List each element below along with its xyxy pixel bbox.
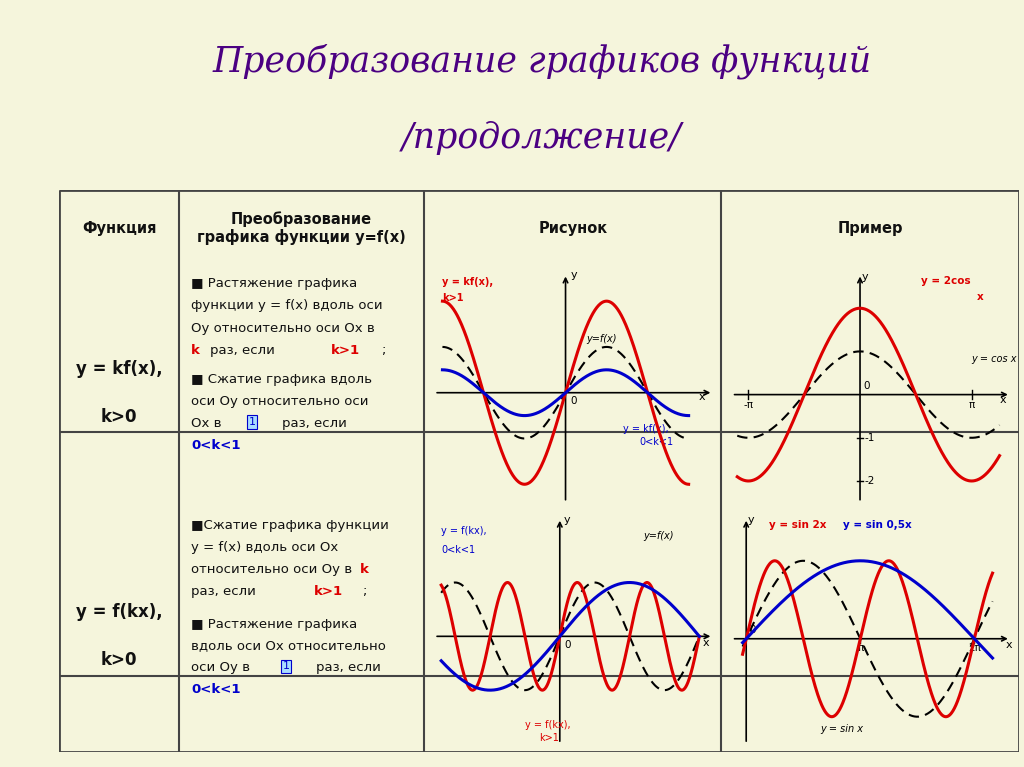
Text: y: y — [748, 515, 755, 525]
Text: x: x — [1006, 640, 1012, 650]
Text: оси Оу в: оси Оу в — [191, 661, 250, 674]
Text: π: π — [857, 644, 863, 653]
Text: 0<k<1: 0<k<1 — [639, 437, 674, 447]
Text: y=f(x): y=f(x) — [586, 334, 616, 344]
Text: y = f(kx),: y = f(kx), — [441, 526, 486, 536]
Text: π: π — [969, 400, 975, 410]
Text: y = 2cos: y = 2cos — [922, 276, 971, 287]
Text: y: y — [862, 272, 868, 282]
Text: k>1: k>1 — [442, 293, 464, 303]
Text: y = sin x: y = sin x — [820, 724, 863, 734]
Text: -π: -π — [743, 400, 754, 410]
Text: y=f(x): y=f(x) — [643, 532, 674, 542]
Text: y = f(kx),: y = f(kx), — [76, 603, 163, 621]
Text: Оу относительно оси Ох в: Оу относительно оси Ох в — [191, 321, 375, 334]
Text: 1: 1 — [249, 417, 256, 427]
Text: Преобразование
графика функции y=f(x): Преобразование графика функции y=f(x) — [198, 211, 407, 245]
Text: ■ Сжатие графика вдоль: ■ Сжатие графика вдоль — [191, 373, 372, 386]
Text: k>1: k>1 — [331, 344, 359, 357]
Text: Рисунок: Рисунок — [539, 221, 607, 235]
Text: y = sin 2x: y = sin 2x — [769, 520, 826, 530]
Text: 0: 0 — [570, 396, 577, 407]
Text: 0<k<1: 0<k<1 — [191, 683, 241, 696]
Text: 1: 1 — [283, 661, 290, 671]
Text: k: k — [359, 563, 369, 576]
Text: ■ Растяжение графика: ■ Растяжение графика — [191, 617, 357, 630]
Text: оси Оу относительно оси: оси Оу относительно оси — [191, 395, 369, 408]
Text: ■Сжатие графика функции: ■Сжатие графика функции — [191, 519, 389, 532]
Text: y: y — [564, 515, 570, 525]
Text: -2: -2 — [864, 476, 874, 486]
Text: функции y = f(x) вдоль оси: функции y = f(x) вдоль оси — [191, 299, 383, 312]
Text: раз, если: раз, если — [316, 661, 381, 674]
Text: 0: 0 — [750, 624, 756, 634]
Text: k>1: k>1 — [539, 733, 559, 743]
Text: Преобразование графиков функций: Преобразование графиков функций — [212, 44, 871, 80]
Text: Функция: Функция — [82, 221, 157, 235]
Text: относительно оси Оу в: относительно оси Оу в — [191, 563, 352, 576]
Text: раз, если: раз, если — [283, 417, 355, 430]
Text: вдоль оси Ох относительно: вдоль оси Ох относительно — [191, 640, 386, 653]
Text: y = kf(x),: y = kf(x), — [442, 277, 494, 287]
Text: ;: ; — [361, 584, 367, 597]
Text: 0: 0 — [564, 640, 570, 650]
Text: 0<k<1: 0<k<1 — [441, 545, 475, 555]
Text: y = kf(x),: y = kf(x), — [76, 360, 163, 378]
Text: 2π: 2π — [968, 644, 981, 653]
Text: y = f(kx),: y = f(kx), — [525, 720, 570, 730]
Text: /продолжение/: /продолжение/ — [401, 120, 682, 155]
Text: k>0: k>0 — [101, 650, 137, 669]
Text: раз, если: раз, если — [210, 344, 275, 357]
Text: y = f(x) вдоль оси Ох: y = f(x) вдоль оси Ох — [191, 541, 338, 554]
Text: ;: ; — [381, 344, 385, 357]
Text: y: y — [570, 270, 578, 280]
Text: 0: 0 — [863, 381, 870, 391]
Text: Ох в: Ох в — [191, 417, 221, 430]
Text: x: x — [698, 392, 706, 402]
Text: y = cos x: y = cos x — [972, 354, 1017, 364]
Text: k: k — [191, 344, 200, 357]
Text: k>0: k>0 — [101, 408, 137, 426]
Text: y = sin 0,5x: y = sin 0,5x — [843, 520, 912, 530]
Text: x: x — [977, 291, 984, 301]
Text: 0<k<1: 0<k<1 — [191, 439, 241, 453]
Text: раз, если: раз, если — [191, 584, 256, 597]
Text: k>1: k>1 — [313, 584, 343, 597]
Text: y = kf(x),: y = kf(x), — [623, 423, 669, 433]
Text: -1: -1 — [864, 433, 874, 443]
Text: Пример: Пример — [838, 221, 903, 235]
Text: ■ Растяжение графика: ■ Растяжение графика — [191, 277, 357, 290]
Text: x: x — [999, 395, 1007, 405]
Text: x: x — [702, 638, 710, 648]
